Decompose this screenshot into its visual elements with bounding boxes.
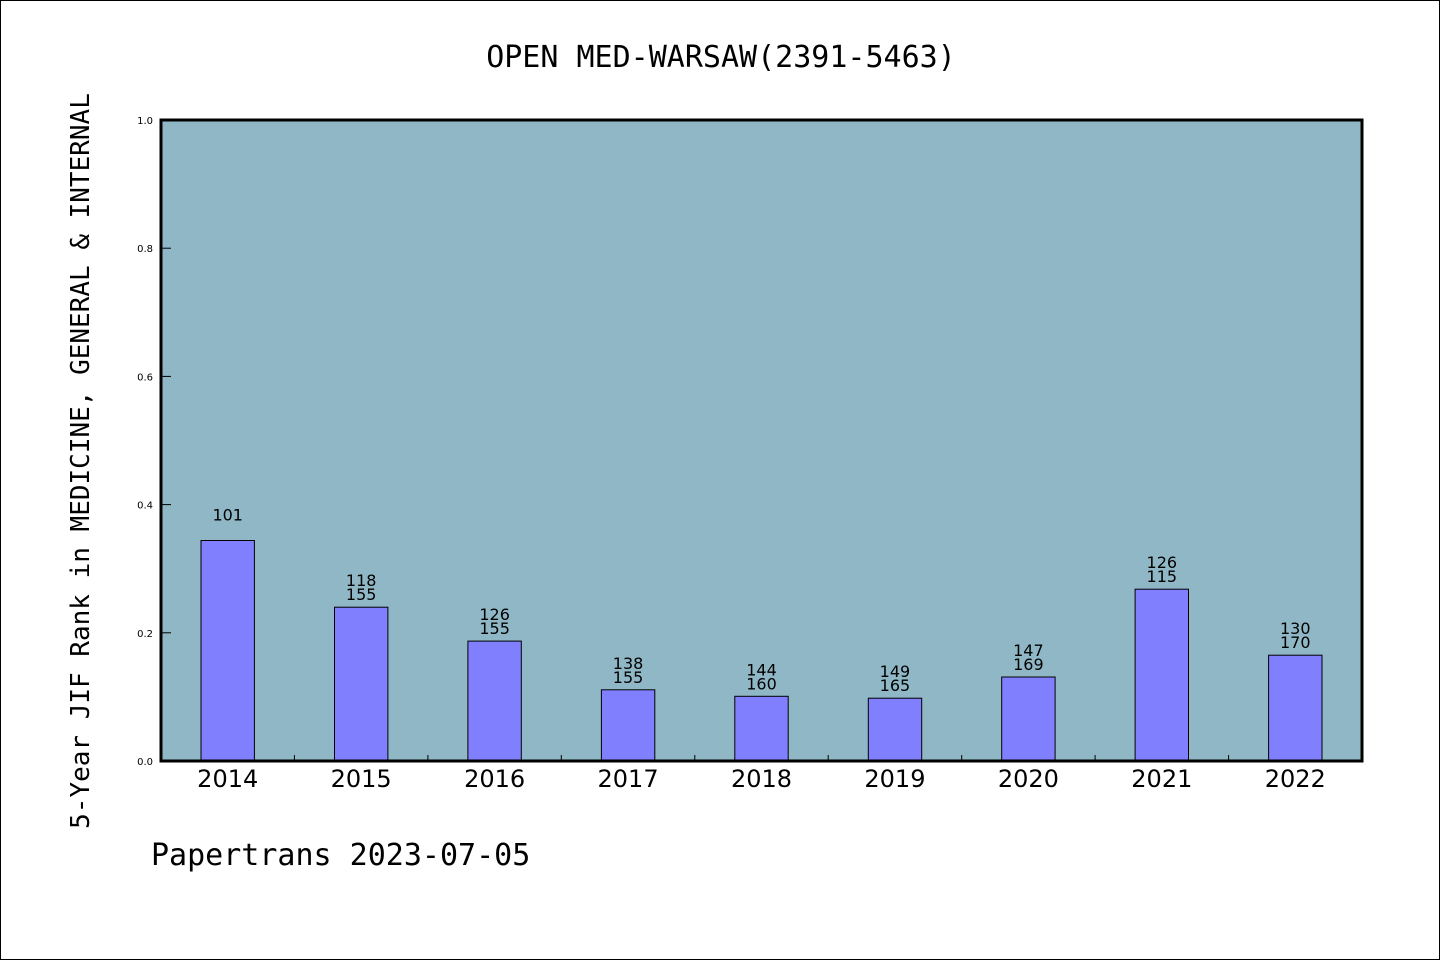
bar-2016 [467,640,522,762]
bar-label-total-2021: 115 [1147,567,1178,586]
bar-2014 [200,540,255,762]
y-tick-label-1.0: 1.0 [137,116,153,127]
bar-2018 [734,695,789,762]
bar-label-total-2018: 160 [746,674,777,693]
chart-title: OPEN MED-WARSAW(2391-5463) [486,40,956,75]
bar-2022 [1268,654,1323,762]
x-tick-label-2015: 2015 [331,765,392,793]
bar-label-total-2022: 170 [1280,633,1311,652]
x-tick-label-2016: 2016 [464,765,525,793]
x-tick-label-2018: 2018 [731,765,792,793]
y-tick-label-0.4: 0.4 [137,501,153,512]
bars-layer [200,540,1323,762]
bar-2019 [867,697,923,762]
bar-2017 [600,689,656,762]
bar-label-rank-2016: 126 [479,605,510,624]
bar-label-total-2020: 169 [1013,655,1044,674]
plot-border [159,118,1364,763]
x-tick-label-2017: 2017 [598,765,659,793]
y-tick-label-0.0: 0.0 [137,757,153,768]
bar-label-rank-2014: 101 [212,506,243,525]
y-tick-label-0.8: 0.8 [137,244,153,255]
bar-2021 [1134,588,1189,762]
y-tick-label-0.6: 0.6 [137,372,153,383]
x-tick-label-2022: 2022 [1265,765,1326,793]
bar-label-total-2019: 165 [880,676,911,695]
x-tick-label-2020: 2020 [998,765,1059,793]
y-tick-label-0.2: 0.2 [137,629,153,640]
x-tick-label-2019: 2019 [864,765,925,793]
bar-label-rank-2017: 138 [613,654,644,673]
footer-credit: Papertrans 2023-07-05 [151,838,530,873]
y-axis-label: 5-Year JIF Rank in MEDICINE, GENERAL & I… [66,93,96,829]
bar-label-rank-2018: 144 [746,660,777,679]
bar-label-total-2017: 155 [613,668,644,687]
bar-label-total-2016: 155 [479,619,510,638]
bar-label-rank-2015: 118 [346,571,377,590]
bar-2015 [334,606,389,762]
bar-2020 [1001,676,1056,762]
bar-label-rank-2020: 147 [1013,641,1044,660]
x-tick-label-2021: 2021 [1131,765,1192,793]
x-axis: 2014 2015 2016 2017 2018 2019 2020 2021 2022 [197,755,1326,793]
x-tick-label-2014: 2014 [197,765,258,793]
bar-label-rank-2019: 149 [880,662,911,681]
bar-label-rank-2021: 126 [1147,553,1178,572]
bar-label-total-2015: 155 [346,585,377,604]
bar-label-rank-2022: 130 [1280,619,1311,638]
